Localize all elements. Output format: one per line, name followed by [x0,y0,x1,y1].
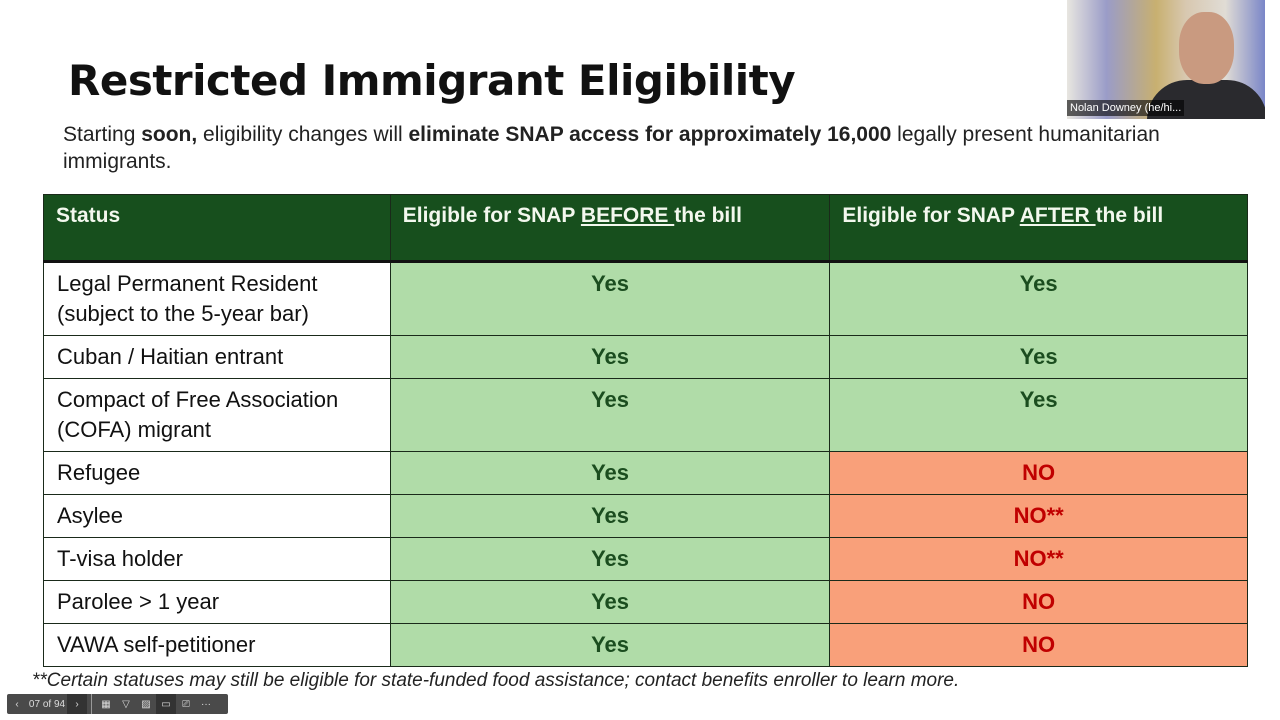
status-cell: Asylee [43,494,391,538]
before-cell: Yes [389,623,831,667]
table-row: T-visa holder Yes NO** [43,537,1248,581]
slide-subtitle: Starting soon, eligibility changes will … [63,121,1243,175]
pen-icon[interactable]: ▽ [122,698,130,710]
subtitle-text: Starting [63,123,142,146]
header-text: Eligible for SNAP [402,204,581,227]
table-row: Legal Permanent Resident (subject to the… [43,261,1248,336]
after-cell: Yes [829,261,1248,336]
status-cell: T-visa holder [43,537,391,581]
subtitles-off-icon[interactable]: ▨ [141,698,151,710]
chevron-right-icon[interactable]: › [67,694,87,714]
before-cell: Yes [389,378,831,452]
status-cell: VAWA self-petitioner [43,623,391,667]
grid-icon[interactable]: ▦ [101,698,111,710]
participant-video[interactable]: Nolan Downey (he/hi... [1067,0,1265,119]
table-header-row: Status Eligible for SNAP BEFORE the bill… [43,194,1248,263]
after-cell: Yes [829,335,1248,379]
presenter-icon[interactable]: ⎚ [182,698,190,710]
more-icon[interactable]: ··· [201,698,211,710]
divider [91,694,92,714]
subtitle-text: legally present humanitarian immigrants. [63,123,1160,173]
table-row: Refugee Yes NO [43,451,1248,495]
status-cell: Cuban / Haitian entrant [43,335,391,379]
subtitle-text: eligibility changes will [197,123,409,146]
subtitle-bold: soon, [141,123,198,146]
header-status: Status [43,194,391,263]
participant-name: Nolan Downey (he/hi... [1067,100,1185,116]
before-cell: Yes [389,261,831,336]
header-text: the bill [674,204,742,227]
header-before: Eligible for SNAP BEFORE the bill [389,194,831,263]
page-indicator: 07 of 94 [28,698,66,710]
chevron-left-icon[interactable]: ‹ [15,698,19,710]
subtitle-bold: eliminate SNAP access for approximately … [408,123,892,146]
after-cell: NO [829,580,1248,624]
camera-icon[interactable]: ▭ [156,694,176,714]
status-cell: Compact of Free Association (COFA) migra… [43,378,391,452]
before-cell: Yes [389,580,831,624]
before-cell: Yes [389,451,831,495]
table-row: Asylee Yes NO** [43,494,1248,538]
status-cell: Refugee [43,451,391,495]
table-row: Parolee > 1 year Yes NO [43,580,1248,624]
header-after: Eligible for SNAP AFTER the bill [829,194,1248,263]
after-cell: NO** [829,537,1248,581]
after-cell: NO [829,451,1248,495]
slide-title: Restricted Immigrant Eligibility [68,56,796,105]
slide-toolbar: ‹ 07 of 94 › ▦ ▽ ▨ ▭ ⎚ ··· [7,694,228,714]
after-cell: NO** [829,494,1248,538]
header-text: Eligible for SNAP [842,204,1020,227]
eligibility-table: Status Eligible for SNAP BEFORE the bill… [43,194,1248,667]
header-text: the bill [1095,204,1164,227]
header-underlined: BEFORE [580,204,675,227]
after-cell: NO [829,623,1248,667]
after-cell: Yes [829,378,1248,452]
before-cell: Yes [389,537,831,581]
table-row: VAWA self-petitioner Yes NO [43,623,1248,667]
status-cell: Parolee > 1 year [43,580,391,624]
participant-head [1179,12,1234,84]
table-row: Compact of Free Association (COFA) migra… [43,378,1248,452]
table-row: Cuban / Haitian entrant Yes Yes [43,335,1248,379]
status-cell: Legal Permanent Resident (subject to the… [43,261,391,336]
footnote: **Certain statuses may still be eligible… [32,670,960,691]
before-cell: Yes [389,335,831,379]
header-underlined: AFTER [1019,204,1096,227]
before-cell: Yes [389,494,831,538]
